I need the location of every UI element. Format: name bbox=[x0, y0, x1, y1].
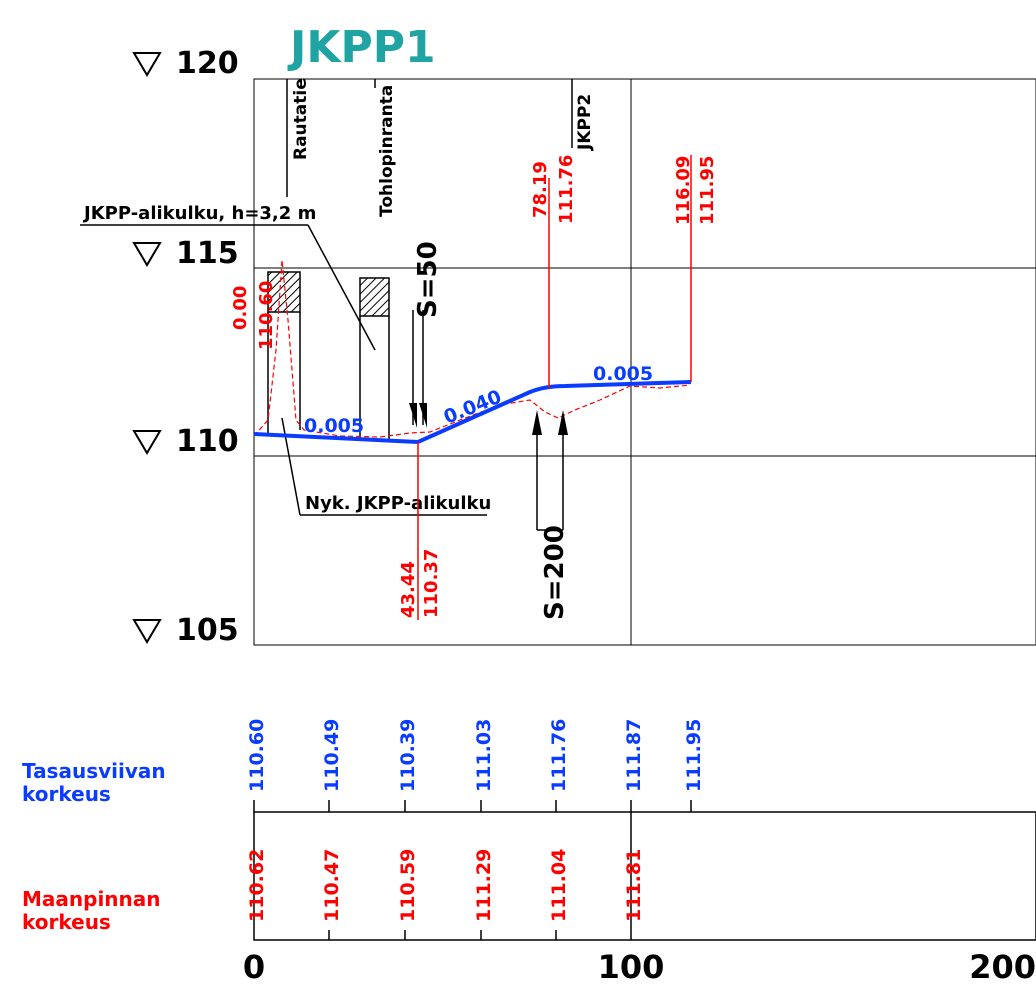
svg-text:116.09: 116.09 bbox=[673, 156, 694, 225]
row1-label-line2: korkeus bbox=[22, 782, 111, 806]
svg-text:105: 105 bbox=[176, 613, 239, 648]
rautatie-label: Rautatie bbox=[291, 78, 311, 160]
ground-value: 110.62 bbox=[246, 849, 268, 922]
ground-value: 110.47 bbox=[321, 849, 343, 922]
profile-frame bbox=[253, 78, 1036, 646]
svg-text:Nyk. JKPP-alikulku: Nyk. JKPP-alikulku bbox=[305, 493, 491, 514]
design-values: 110.60 110.49 110.39 111.03 111.76 111.8… bbox=[246, 719, 705, 792]
svg-text:0.00: 0.00 bbox=[230, 286, 251, 330]
design-value: 110.49 bbox=[321, 719, 343, 792]
svg-text:S=50: S=50 bbox=[413, 241, 443, 318]
svg-text:110.60: 110.60 bbox=[256, 281, 277, 350]
design-grade-line bbox=[253, 380, 692, 445]
x-axis-label-0: 0 bbox=[243, 948, 265, 984]
x-axis-label-100: 100 bbox=[598, 948, 665, 984]
ground-ticks bbox=[328, 930, 557, 940]
underpass-tohlopinranta bbox=[359, 277, 390, 440]
elevation-marker-115: 115 bbox=[132, 236, 239, 271]
elevation-marker-110: 110 bbox=[132, 424, 239, 459]
x-axis-label-200: 200 bbox=[969, 948, 1036, 984]
design-ticks bbox=[253, 800, 692, 812]
svg-text:110.37: 110.37 bbox=[421, 549, 442, 618]
elevation-marker-105: 105 bbox=[132, 613, 239, 648]
design-value: 110.39 bbox=[397, 719, 419, 792]
ground-values: 110.62 110.47 110.59 111.29 111.04 111.8… bbox=[246, 849, 645, 922]
row2-label-line1: Maanpinnan bbox=[22, 887, 161, 911]
design-value: 111.95 bbox=[683, 719, 705, 792]
grade-label-1: 0.005 bbox=[304, 415, 364, 437]
drawing-title: JKPP1 bbox=[287, 22, 436, 73]
point-2: 78.19 111.76 bbox=[530, 155, 577, 388]
elevation-marker-120: 120 bbox=[132, 46, 239, 81]
jkpp2-label: JKPP2 bbox=[575, 94, 595, 151]
ground-value: 111.81 bbox=[623, 849, 645, 922]
svg-text:JKPP-alikulku, h=3,2 m: JKPP-alikulku, h=3,2 m bbox=[82, 203, 316, 224]
curve-s50: S=50 bbox=[409, 241, 443, 428]
tohlopinranta-label: Tohlopinranta bbox=[377, 85, 397, 217]
row1-label-line1: Tasausviivan bbox=[22, 759, 166, 783]
svg-text:111.95: 111.95 bbox=[697, 156, 718, 225]
row2-label-line2: korkeus bbox=[22, 910, 111, 934]
point-1: 43.44 110.37 bbox=[398, 442, 442, 620]
svg-text:43.44: 43.44 bbox=[398, 561, 419, 618]
svg-text:78.19: 78.19 bbox=[530, 161, 551, 218]
svg-text:115: 115 bbox=[176, 236, 239, 271]
svg-text:120: 120 bbox=[176, 46, 239, 81]
point-3: 116.09 111.95 bbox=[673, 155, 718, 382]
svg-text:111.76: 111.76 bbox=[556, 155, 577, 224]
curve-s200: S=200 bbox=[532, 410, 570, 620]
ground-profile-line bbox=[253, 259, 691, 438]
design-value: 111.87 bbox=[623, 719, 645, 792]
grade-label-3: 0.005 bbox=[593, 363, 653, 385]
design-value: 111.76 bbox=[548, 719, 570, 792]
point-0: 0.00 110.60 bbox=[230, 281, 277, 350]
design-value: 110.60 bbox=[246, 719, 268, 792]
grade-label-2: 0.040 bbox=[441, 386, 505, 429]
table-frame bbox=[253, 811, 1036, 941]
ground-value: 111.29 bbox=[473, 849, 495, 922]
callout-alikulku-new: JKPP-alikulku, h=3,2 m bbox=[80, 203, 376, 351]
ground-value: 110.59 bbox=[397, 849, 419, 922]
design-value: 111.03 bbox=[473, 719, 495, 792]
svg-text:S=200: S=200 bbox=[540, 525, 570, 620]
svg-text:110: 110 bbox=[176, 424, 239, 459]
ground-value: 111.04 bbox=[548, 849, 570, 922]
